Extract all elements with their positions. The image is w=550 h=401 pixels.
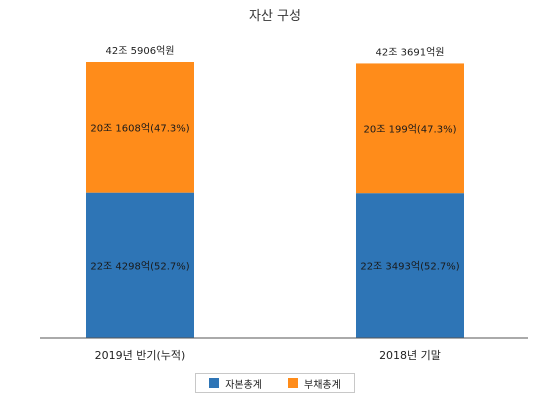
bar-segment-equity <box>86 192 194 338</box>
legend-label-equity: 자본총계 <box>225 379 262 391</box>
bars-layer: 22조 4298억(52.7%) 20조 1608억(47.3%) 42조 5906… <box>86 45 464 362</box>
bar-segment-equity <box>356 193 464 338</box>
bar-segment-liabilities <box>86 62 194 193</box>
legend-label-liabilities: 부채총계 <box>304 379 341 391</box>
bar-segment-liabilities <box>356 63 464 194</box>
data-label: 22조 4298억(52.7%) <box>90 260 189 272</box>
legend-item-equity[interactable]: 자본총계 <box>209 376 262 391</box>
legend-swatch-equity <box>209 378 220 388</box>
category-label: 2018년 기말 <box>379 349 441 362</box>
category-label: 2019년 반기(누적) <box>95 349 186 362</box>
legend-item-liabilities[interactable]: 부채총계 <box>288 376 341 391</box>
data-label: 20조 1608억(47.3%) <box>90 122 189 134</box>
data-label: 20조 199억(47.3%) <box>364 123 457 135</box>
chart-title: 자산 구성 <box>249 9 301 24</box>
total-label: 42조 5906억원 <box>106 45 175 57</box>
total-label: 42조 3691억원 <box>376 46 445 58</box>
legend: 자본총계 부채총계 <box>195 373 355 393</box>
data-label: 22조 3493억(52.7%) <box>360 261 459 273</box>
legend-swatch-liabilities <box>288 378 298 388</box>
